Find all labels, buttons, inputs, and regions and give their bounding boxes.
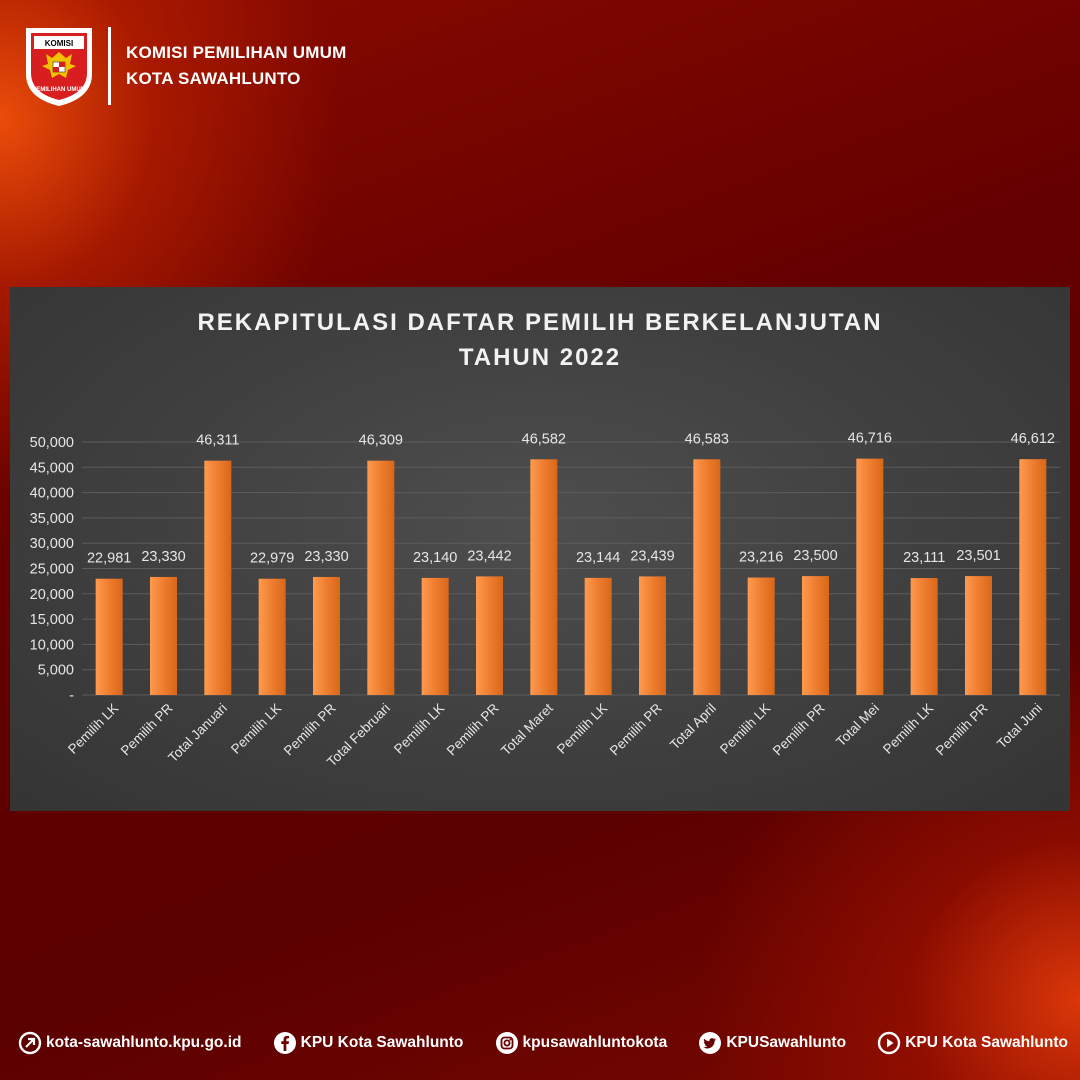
- y-tick-label: 15,000: [30, 612, 74, 628]
- data-label: 23,442: [467, 548, 511, 564]
- data-label: 22,979: [250, 551, 294, 567]
- data-label: 23,216: [739, 550, 783, 566]
- footer: kota-sawahlunto.kpu.go.id KPU Kota Sawah…: [18, 1028, 1068, 1058]
- youtube-icon: [878, 1031, 901, 1055]
- y-tick-label: 40,000: [30, 486, 74, 502]
- instagram-icon: [495, 1032, 518, 1054]
- x-tick-label: Pemilih PR: [281, 700, 339, 758]
- bar-chart: - 5,000 10,000 15,000 20,000 25,000 30,000 35,0…: [30, 431, 1060, 769]
- y-tick-label: -: [69, 688, 74, 704]
- data-label: 46,311: [196, 433, 239, 449]
- data-label: 23,140: [413, 550, 457, 566]
- x-tick-label: Pemilih PR: [118, 700, 176, 758]
- x-tick-label: Pemilih PR: [770, 700, 828, 758]
- data-label: 23,439: [630, 548, 674, 564]
- footer-instagram[interactable]: kpusawahluntokota: [495, 1031, 668, 1055]
- facebook-icon: [273, 1032, 296, 1054]
- org-name-line2: KOTA SAWAHLUNTO: [126, 69, 301, 88]
- bar: [204, 460, 232, 695]
- logo-text-bottom: PEMILIHAN UMUM: [32, 87, 85, 93]
- x-tick-label: Pemilih LK: [717, 701, 773, 757]
- data-label: 46,582: [522, 431, 566, 447]
- x-tick-label: Pemilih LK: [880, 701, 936, 757]
- x-tick-label: Total Januari: [165, 701, 230, 766]
- bar: [856, 458, 884, 695]
- y-tick-label: 25,000: [30, 562, 74, 578]
- bar: [910, 578, 938, 695]
- footer-facebook-text: KPU Kota Sawahlunto: [300, 1034, 464, 1051]
- x-tick-label: Pemilih LK: [65, 701, 121, 757]
- y-tick-label: 35,000: [30, 511, 74, 527]
- bar: [258, 578, 286, 695]
- y-tick-label: 45,000: [30, 460, 74, 476]
- x-tick-label: Total April: [667, 701, 719, 753]
- y-tick-label: 20,000: [30, 587, 74, 603]
- y-tick-label: 10,000: [30, 637, 74, 653]
- data-label: 23,111: [903, 550, 945, 566]
- x-tick-label: Pemilih LK: [554, 701, 610, 757]
- globe-icon: [18, 1031, 42, 1055]
- x-tick-label: Pemilih PR: [933, 700, 991, 758]
- logo-text-top: KOMISI: [45, 39, 73, 48]
- footer-instagram-text: kpusawahluntokota: [522, 1034, 668, 1051]
- bar: [421, 577, 449, 695]
- footer-youtube-text: KPU Kota Sawahlunto: [905, 1034, 1068, 1051]
- footer-youtube[interactable]: KPU Kota Sawahlunto: [877, 1031, 1068, 1055]
- data-label: 46,583: [685, 431, 729, 447]
- x-tick-label: Total Mei: [833, 701, 882, 750]
- data-label: 23,330: [141, 549, 185, 565]
- bar: [802, 576, 829, 695]
- data-label: 46,716: [848, 431, 892, 447]
- x-tick-label: Pemilih LK: [391, 701, 447, 757]
- chart-title-line2: TAHUN 2022: [458, 344, 622, 371]
- y-tick-label: 30,000: [30, 536, 74, 552]
- y-tick-label: 50,000: [30, 435, 74, 451]
- bar: [639, 576, 666, 695]
- bar: [1019, 459, 1047, 695]
- header-divider: [108, 27, 111, 105]
- data-label: 46,309: [359, 433, 403, 449]
- chart-panel: REKAPITULASI DAFTAR PEMILIH BERKELANJUTA…: [10, 287, 1070, 811]
- org-name-line1: KOMISI PEMILIHAN UMUM: [126, 43, 347, 62]
- footer-website-text: kota-sawahlunto.kpu.go.id: [46, 1034, 242, 1051]
- x-tick-label: Pemilih LK: [228, 701, 284, 757]
- bar: [95, 578, 123, 695]
- bar: [747, 577, 775, 695]
- footer-twitter[interactable]: KPUSawahlunto: [698, 1031, 846, 1055]
- bar: [965, 576, 992, 695]
- bar: [367, 460, 395, 695]
- data-label: 23,330: [304, 549, 348, 565]
- bar: [584, 577, 612, 695]
- bar: [476, 576, 503, 695]
- data-label: 23,500: [793, 548, 837, 564]
- data-label: 23,144: [576, 550, 620, 566]
- data-label: 22,981: [87, 551, 131, 567]
- y-tick-label: 5,000: [38, 663, 74, 679]
- header: KOMISI PEMILIHAN UMUM KOMISI PEMILIHAN U…: [22, 24, 346, 108]
- footer-facebook[interactable]: KPU Kota Sawahlunto: [273, 1031, 464, 1055]
- bar: [313, 576, 340, 695]
- footer-website[interactable]: kota-sawahlunto.kpu.go.id: [18, 1031, 241, 1055]
- x-tick-label: Pemilih PR: [607, 700, 665, 758]
- x-tick-label: Total Maret: [498, 700, 556, 758]
- footer-twitter-text: KPUSawahlunto: [726, 1034, 847, 1051]
- bar: [530, 459, 558, 695]
- x-tick-label: Total Juni: [994, 701, 1045, 752]
- x-tick-label: Pemilih PR: [444, 700, 502, 758]
- kpu-logo: KOMISI PEMILIHAN UMUM: [26, 28, 92, 106]
- twitter-icon: [699, 1032, 722, 1054]
- chart-title-line1: REKAPITULASI DAFTAR PEMILIH BERKELANJUTA…: [197, 309, 883, 336]
- data-label: 46,612: [1011, 431, 1055, 447]
- data-label: 23,501: [956, 548, 1000, 564]
- bar: [150, 576, 177, 695]
- bar: [693, 459, 721, 695]
- chart-title: REKAPITULASI DAFTAR PEMILIH BERKELANJUTA…: [10, 305, 1070, 375]
